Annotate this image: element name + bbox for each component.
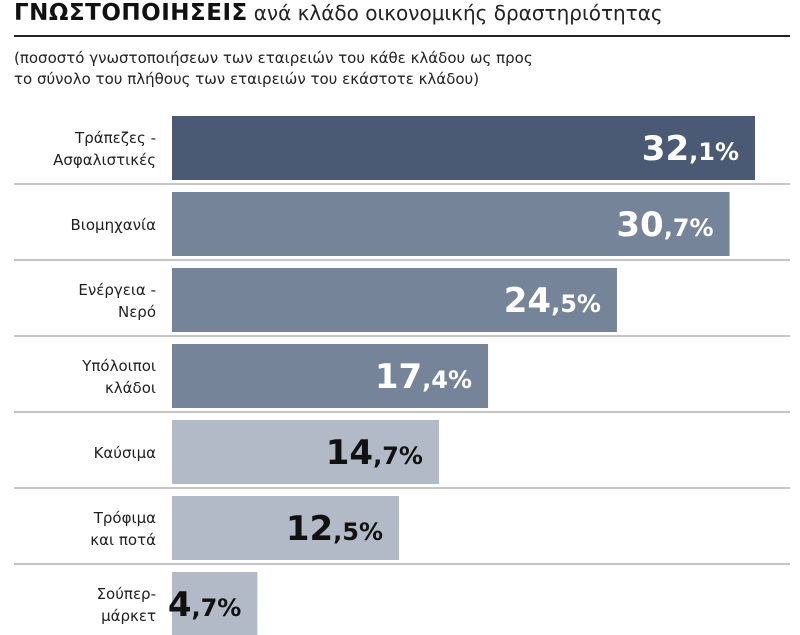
bar (172, 116, 755, 180)
title-rest: ανά κλάδο οικονομικής δραστηριότητας (253, 1, 663, 25)
subtitle-line-2: το σύνολο του πλήθους των εταιρειών του … (14, 70, 480, 88)
value-label: 12,5% (286, 509, 383, 549)
subtitle-line-1: (ποσοστό γνωστοποιήσεων των εταιρειών το… (14, 49, 533, 67)
bar (172, 572, 258, 635)
bar (172, 192, 730, 256)
chart-title: ΓΝΩΣΤΟΠΟΙΗΣΕΙΣ ανά κλάδο οικονομικής δρασ… (14, 0, 790, 30)
category-label: Τρόφιμα και ποτά (90, 509, 156, 549)
value-label: 17,4% (375, 357, 472, 397)
bar (172, 420, 439, 484)
bar (172, 496, 400, 560)
category-label: Καύσιμα (94, 444, 157, 462)
category-label: Βιομηχανία (71, 216, 157, 234)
category-label: Υπόλοιποι κλάδοι (81, 357, 156, 397)
title-bold: ΓΝΩΣΤΟΠΟΙΗΣΕΙΣ (14, 0, 248, 26)
category-label: Ενέργεια -Νερό (78, 281, 156, 321)
value-label: 24,5% (504, 281, 601, 321)
category-label: Σούπερ-μάρκετ (97, 585, 156, 625)
value-label: 30,7% (616, 205, 713, 245)
title-rule (14, 35, 790, 37)
bar (172, 344, 489, 408)
value-label: 32,1% (642, 129, 739, 169)
value-label: 4,7% (168, 585, 242, 625)
bar (172, 268, 617, 332)
value-label: 14,7% (326, 433, 423, 473)
chart-subtitle: (ποσοστό γνωστοποιήσεων των εταιρειών το… (14, 48, 654, 90)
category-label: Τράπεζες -Ασφαλιστικές (53, 129, 156, 169)
